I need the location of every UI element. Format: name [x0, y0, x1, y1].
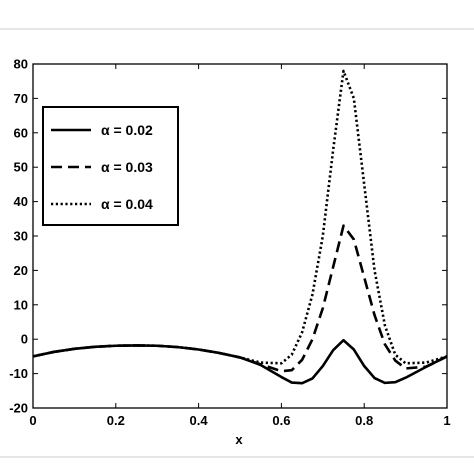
legend-label-2: α = 0.03	[101, 159, 153, 175]
y-tick-label: 10	[14, 297, 28, 312]
y-tick-label: 30	[14, 229, 28, 244]
series-line-3	[33, 69, 447, 365]
y-axis: -20 -10 0 10 20 30 40 50 60 70 80	[9, 57, 447, 416]
x-tick-label: 0	[29, 413, 36, 428]
x-axis-label: x	[235, 432, 243, 447]
legend-label-3: α = 0.04	[101, 196, 153, 212]
y-tick-label: 70	[14, 91, 28, 106]
legend: α = 0.02 α = 0.03 α = 0.04	[42, 106, 179, 226]
y-tick-label: 40	[14, 194, 28, 209]
x-tick-label: 0.2	[107, 413, 125, 428]
y-tick-label: 60	[14, 125, 28, 140]
y-tick-label: 20	[14, 263, 28, 278]
x-tick-label: 0.4	[190, 413, 209, 428]
y-tick-label: 50	[14, 160, 28, 175]
series-line-2	[33, 224, 447, 373]
x-tick-label: 1	[443, 413, 450, 428]
y-tick-label: 80	[14, 57, 28, 72]
x-axis: 0 0.2 0.4 0.6 0.8 1	[29, 64, 451, 428]
legend-label-1: α = 0.02	[101, 122, 153, 138]
legend-box	[42, 106, 179, 226]
x-tick-label: 0.8	[355, 413, 373, 428]
x-tick-label: 0.6	[272, 413, 290, 428]
y-tick-label: -10	[9, 366, 28, 381]
y-tick-label: -20	[9, 401, 28, 416]
y-tick-label: 0	[21, 332, 28, 347]
